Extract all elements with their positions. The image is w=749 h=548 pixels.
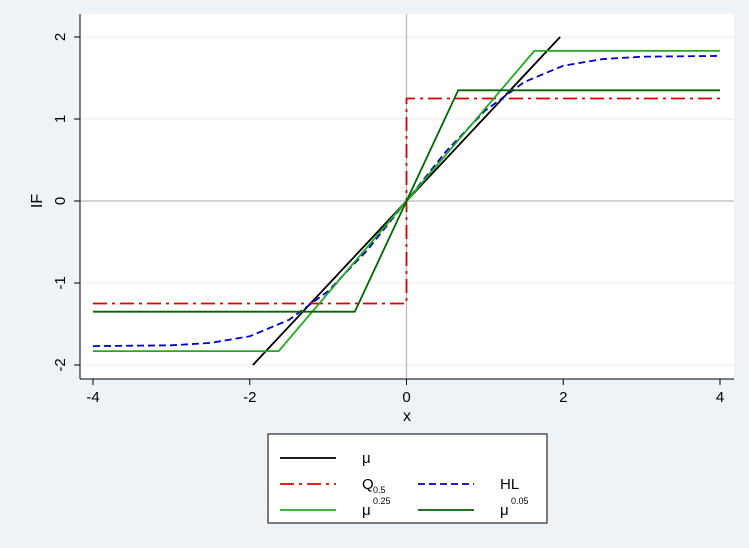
legend-label: μ xyxy=(500,502,509,519)
x-tick-label: -2 xyxy=(243,389,256,406)
x-tick-label: -4 xyxy=(86,389,99,406)
y-tick-label: 0 xyxy=(52,197,69,205)
x-axis-title: x xyxy=(403,408,411,425)
y-tick-label: 2 xyxy=(52,33,69,41)
legend-label-subscript: 0.5 xyxy=(373,485,386,495)
y-axis-title: IF xyxy=(29,194,46,208)
legend-label: Q xyxy=(362,476,374,493)
series-line-0-05 xyxy=(93,89,720,313)
legend-label: μ xyxy=(362,450,371,467)
y-tick-label: 1 xyxy=(52,115,69,123)
legend-label: μ xyxy=(362,502,371,519)
series-group xyxy=(92,36,721,366)
legend-label-superscript: 0.05 xyxy=(511,496,529,506)
x-tick-label: 2 xyxy=(559,389,567,406)
legend-label-superscript: 0.25 xyxy=(373,496,391,506)
y-tick-label: -1 xyxy=(52,276,69,289)
x-tick-label: 4 xyxy=(716,389,724,406)
legend-label: HL xyxy=(500,476,519,493)
ticks: -4 -2 0 2 4 -2 -1 0 1 2 xyxy=(52,33,724,406)
legend-box xyxy=(267,433,548,524)
y-tick-label: -2 xyxy=(52,358,69,371)
x-tick-label: 0 xyxy=(402,389,410,406)
